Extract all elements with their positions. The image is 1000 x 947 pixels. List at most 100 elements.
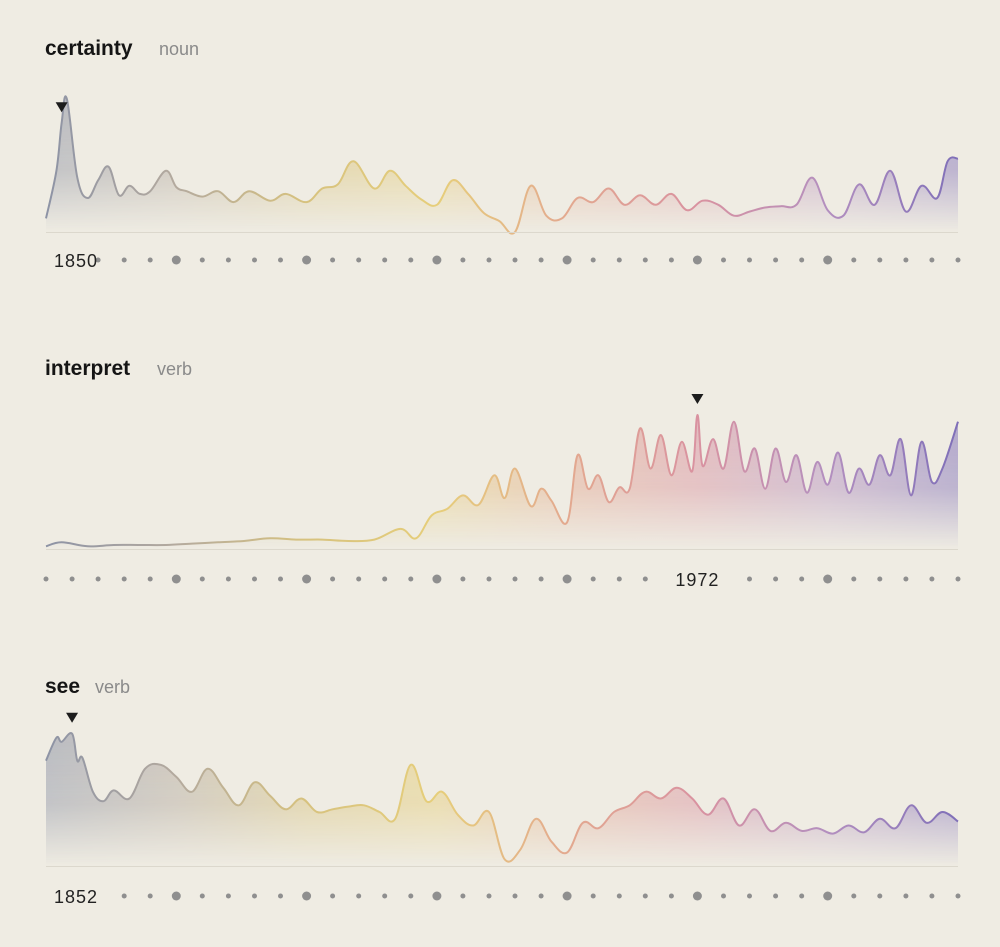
peak-marker-icon [691,394,704,404]
axis-dot [356,257,362,263]
axis-dot [252,576,257,582]
axis-dot [590,576,596,582]
axis-dot [562,891,572,901]
axis-dot [302,255,312,265]
chart-panel-interpret: interpret verb 1972 [43,357,961,590]
axis-dot [562,255,572,265]
axis-dot [278,257,283,263]
axis-dot [799,257,805,263]
axis-dot [929,893,935,899]
frequency-area [46,733,958,866]
chart-panel-certainty: certainty noun 1850 [45,37,961,271]
part-of-speech: verb [95,677,130,697]
axis-dot [486,576,492,582]
axis-dot [773,893,779,899]
axis-dot [199,576,205,582]
axis-dot [747,576,752,582]
axis-dot [278,893,283,899]
axis-dot [225,257,231,263]
axis-dot [877,576,883,582]
axis-dot [486,893,492,899]
axis-dot [877,257,883,263]
axis-dot [199,893,205,899]
axis-dot [512,893,518,899]
axis-dot [460,576,466,582]
peak-marker-icon [66,712,79,723]
frequency-line [45,413,959,548]
axis-dot [903,576,909,582]
axis-dot [877,893,883,899]
chart-panel-see: see verb 1852 [45,675,961,907]
frequency-area [46,414,958,549]
axis-dot [590,257,596,263]
axis-dot [486,257,492,263]
axis-dot [616,893,622,899]
axis-dot [382,576,388,582]
axis-dot [562,574,572,584]
axis-dot [692,255,702,265]
axis-dot [69,576,75,582]
axis-dot [668,257,674,263]
peak-year-label: 1972 [675,570,719,590]
axis-dot [460,893,466,899]
axis-dot [460,257,466,263]
axis-dot [512,576,518,582]
axis-dot [773,257,779,263]
axis-dot [121,893,127,899]
axis-dot [955,576,961,582]
axis-dot [147,576,153,582]
axis-dot [538,257,544,263]
axis-dot [955,257,961,263]
axis-dot [642,893,648,899]
axis-dot [171,255,181,265]
axis-dot [851,257,857,263]
axis-dot [823,574,833,584]
axis-dot [356,893,362,899]
frequency-line [45,95,959,235]
axis-dot [929,576,935,582]
axis-dot [95,576,101,582]
frequency-area [46,96,958,234]
axis-dot [512,257,518,263]
decade-dots [95,255,961,265]
axis-dot [408,576,414,582]
axis-dot [799,576,805,582]
axis-dot [225,576,231,582]
axis-dot [432,891,442,901]
axis-dot [171,574,181,584]
axis-dot [95,257,101,263]
axis-dot [408,893,414,899]
axis-dot [356,576,362,582]
axis-dot [903,893,909,899]
axis-dot [147,893,153,899]
axis-dot [199,257,205,263]
axis-dot [252,257,257,263]
word-title: certainty [45,37,133,60]
axis-dot [642,257,648,263]
axis-dot [432,255,442,265]
axis-dot [330,257,336,263]
axis-dot [929,257,935,263]
word-title: see [45,675,80,698]
axis-dot [432,574,442,584]
axis-dot [692,891,702,901]
axis-dot [43,576,49,582]
axis-dot [538,576,544,582]
decade-dots [121,891,961,901]
axis-dot [121,257,127,263]
frequency-line [45,732,959,863]
peak-year-label: 1852 [54,887,98,907]
axis-dot [538,893,544,899]
axis-dot [147,257,153,263]
axis-dot [330,893,336,899]
axis-dot [955,893,961,899]
decade-dots [43,574,961,584]
part-of-speech: verb [157,359,192,379]
axis-dot [302,891,312,901]
axis-dot [252,893,257,899]
axis-dot [747,257,752,263]
axis-dot [668,893,674,899]
axis-dot [823,891,833,901]
axis-dot [642,576,648,582]
